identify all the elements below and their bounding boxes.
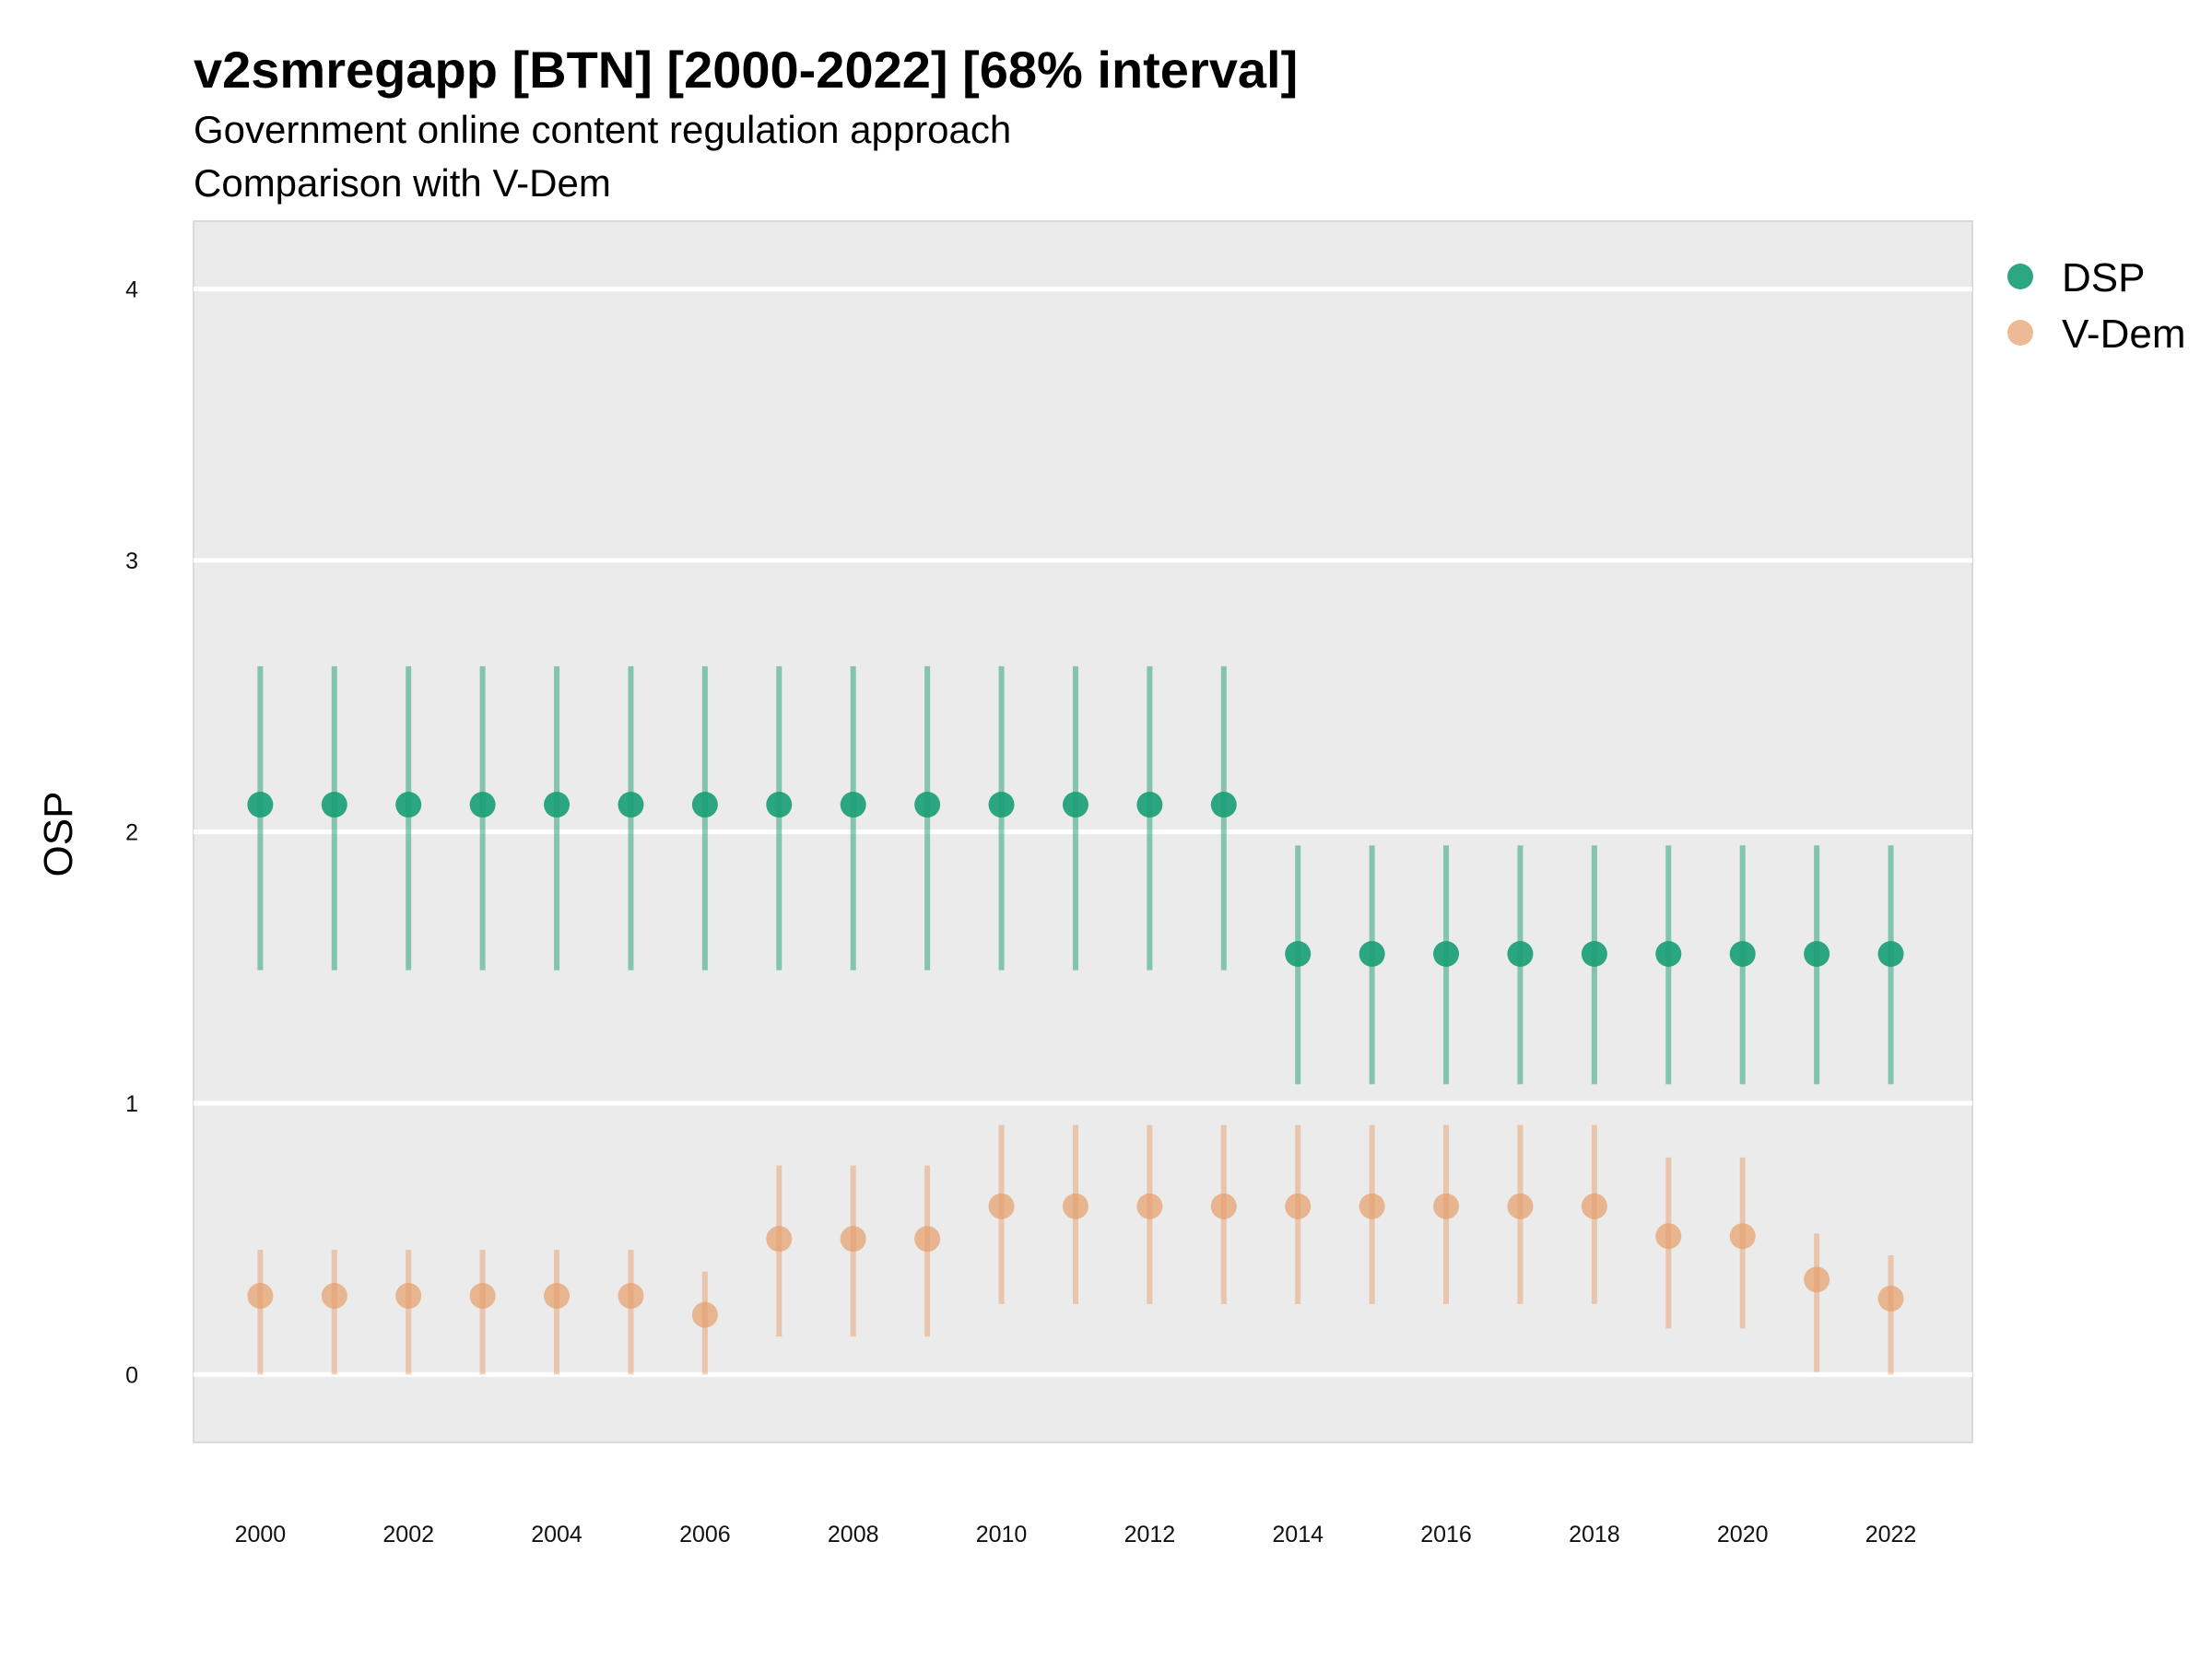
point-dsp-2016	[1433, 941, 1460, 967]
point-vdem-2005	[618, 1283, 644, 1309]
point-vdem-2016	[1433, 1193, 1460, 1219]
point-vdem-2013	[1210, 1193, 1237, 1219]
x-tick-label: 2020	[1717, 1522, 1769, 1547]
point-vdem-2001	[321, 1283, 347, 1309]
point-dsp-2010	[988, 792, 1015, 818]
point-dsp-2002	[395, 792, 422, 818]
point-dsp-2014	[1285, 941, 1312, 967]
point-vdem-2021	[1804, 1266, 1830, 1293]
x-tick-label: 2014	[1272, 1522, 1324, 1547]
point-dsp-2003	[469, 792, 496, 818]
point-vdem-2022	[1877, 1285, 1904, 1312]
y-tick-label: 4	[125, 277, 138, 303]
point-vdem-2018	[1581, 1193, 1607, 1219]
chart-title: v2smregapp [BTN] [2000-2022] [68% interv…	[194, 41, 1298, 99]
point-dsp-2012	[1136, 792, 1163, 818]
point-dsp-2001	[321, 792, 347, 818]
series-vdem	[247, 1124, 1904, 1375]
x-axis-ticks: 2000 2002 2004 2006 2008 2010 2012 2014 2016 2018…	[235, 1522, 1917, 1547]
point-dsp-2008	[840, 792, 866, 818]
point-dsp-2013	[1210, 792, 1237, 818]
point-dsp-2004	[544, 792, 571, 818]
x-tick-label: 2018	[1569, 1522, 1620, 1547]
point-dsp-2018	[1581, 941, 1607, 967]
point-vdem-2019	[1655, 1223, 1682, 1250]
legend-marker-vdem	[2007, 320, 2033, 346]
point-vdem-2010	[988, 1193, 1015, 1219]
x-tick-label: 2010	[976, 1522, 1028, 1547]
x-tick-label: 2022	[1865, 1522, 1917, 1547]
y-tick-label: 0	[125, 1362, 138, 1388]
x-tick-label: 2008	[828, 1522, 879, 1547]
point-vdem-2008	[840, 1226, 866, 1253]
point-dsp-2022	[1877, 941, 1904, 967]
point-dsp-2020	[1729, 941, 1756, 967]
point-dsp-2000	[247, 792, 274, 818]
point-vdem-2000	[247, 1283, 274, 1309]
point-vdem-2004	[544, 1283, 571, 1309]
point-dsp-2011	[1062, 792, 1088, 818]
point-dsp-2015	[1359, 941, 1385, 967]
point-vdem-2014	[1285, 1193, 1312, 1219]
point-vdem-2009	[914, 1226, 941, 1253]
legend-marker-dsp	[2007, 264, 2033, 289]
point-vdem-2006	[691, 1301, 718, 1328]
y-tick-label: 1	[125, 1091, 138, 1117]
x-tick-label: 2016	[1420, 1522, 1472, 1547]
point-vdem-2002	[395, 1283, 422, 1309]
chart-subtitle-line-2: Comparison with V-Dem	[194, 161, 611, 205]
x-tick-label: 2004	[531, 1522, 582, 1547]
point-vdem-2012	[1136, 1193, 1163, 1219]
y-tick-label: 2	[125, 820, 138, 846]
legend: DSP V-Dem	[2007, 255, 2185, 357]
point-dsp-2005	[618, 792, 644, 818]
series-layer	[247, 665, 1904, 1375]
point-vdem-2007	[766, 1226, 793, 1253]
point-vdem-2020	[1729, 1223, 1756, 1250]
point-vdem-2015	[1359, 1193, 1385, 1219]
point-vdem-2003	[469, 1283, 496, 1309]
point-dsp-2009	[914, 792, 941, 818]
point-dsp-2006	[691, 792, 718, 818]
point-dsp-2017	[1507, 941, 1534, 967]
y-tick-label: 3	[125, 548, 138, 574]
grid-lines	[194, 287, 1972, 1377]
y-axis-ticks: 0 1 2 3 4	[125, 277, 138, 1389]
legend-label-vdem: V-Dem	[2062, 312, 2185, 357]
x-tick-label: 2012	[1124, 1522, 1176, 1547]
x-tick-label: 2002	[382, 1522, 434, 1547]
point-dsp-2007	[766, 792, 793, 818]
x-tick-label: 2000	[235, 1522, 287, 1547]
legend-label-dsp: DSP	[2062, 255, 2145, 300]
point-vdem-2017	[1507, 1193, 1534, 1219]
chart-subtitle-line-1: Government online content regulation app…	[194, 108, 1011, 151]
series-dsp	[247, 665, 1904, 1085]
point-vdem-2011	[1062, 1193, 1088, 1219]
y-axis-label: OSP	[36, 792, 81, 877]
point-dsp-2021	[1804, 941, 1830, 967]
point-dsp-2019	[1655, 941, 1682, 967]
x-tick-label: 2006	[679, 1522, 731, 1547]
